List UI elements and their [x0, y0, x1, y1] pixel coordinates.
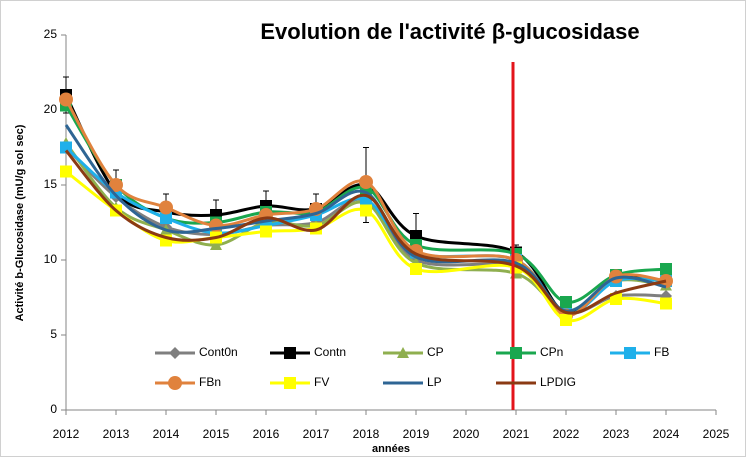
x-tick-label: 2025	[703, 427, 730, 441]
marker	[60, 141, 72, 154]
legend-marker	[284, 347, 296, 359]
marker	[60, 165, 72, 178]
legend-label: FBn	[199, 375, 221, 389]
legend-label: CPn	[540, 345, 563, 359]
series-line	[64, 149, 667, 315]
marker	[660, 297, 672, 310]
legend-label: LP	[427, 375, 442, 389]
marker	[260, 225, 272, 238]
marker	[560, 296, 572, 308]
legend-label: FB	[654, 345, 669, 359]
x-tick-label: 2012	[53, 427, 80, 441]
x-tick-label: 2018	[353, 427, 380, 441]
legend-label: LPDIG	[540, 375, 576, 389]
chart-title: Evolution de l'activité β-glucosidase	[260, 19, 639, 44]
x-tick-label: 2015	[203, 427, 230, 441]
marker	[560, 314, 572, 326]
legend-marker	[169, 347, 181, 359]
marker	[410, 263, 422, 275]
x-tick-label: 2020	[453, 427, 480, 441]
marker	[610, 293, 622, 305]
marker	[59, 92, 73, 107]
legend-marker	[397, 347, 409, 358]
marker	[210, 239, 222, 250]
x-tick-label: 2021	[503, 427, 530, 441]
y-tick-label: 25	[44, 27, 58, 41]
x-tick-label: 2023	[603, 427, 630, 441]
marker	[109, 178, 123, 192]
x-tick-label: 2016	[253, 427, 280, 441]
legend-label: Contn	[314, 345, 346, 359]
legend-label: FV	[314, 375, 329, 389]
marker	[160, 212, 172, 224]
x-tick-label: 2019	[403, 427, 430, 441]
y-tick-label: 0	[50, 402, 57, 416]
legend-label: CP	[427, 345, 444, 359]
x-tick-label: 2013	[103, 427, 130, 441]
legend-marker	[284, 377, 296, 389]
legend-label: Cont0n	[199, 345, 238, 359]
legend-marker	[168, 376, 182, 390]
x-tick-label: 2024	[653, 427, 680, 441]
marker	[159, 200, 173, 215]
y-axis-title: Activité b-Glucosidase (mU/g sol sec)	[14, 124, 26, 321]
legend-marker	[510, 347, 522, 359]
x-tick-label: 2017	[303, 427, 330, 441]
legend-marker	[624, 347, 636, 359]
marker	[360, 204, 372, 217]
y-tick-label: 20	[44, 102, 58, 116]
marker	[660, 263, 672, 275]
y-tick-label: 5	[50, 327, 57, 341]
x-axis-title: années	[372, 443, 410, 455]
marker	[359, 175, 373, 189]
y-tick-label: 10	[44, 252, 58, 266]
x-tick-label: 2022	[553, 427, 580, 441]
x-tick-label: 2014	[153, 427, 180, 441]
y-tick-label: 15	[44, 177, 58, 191]
